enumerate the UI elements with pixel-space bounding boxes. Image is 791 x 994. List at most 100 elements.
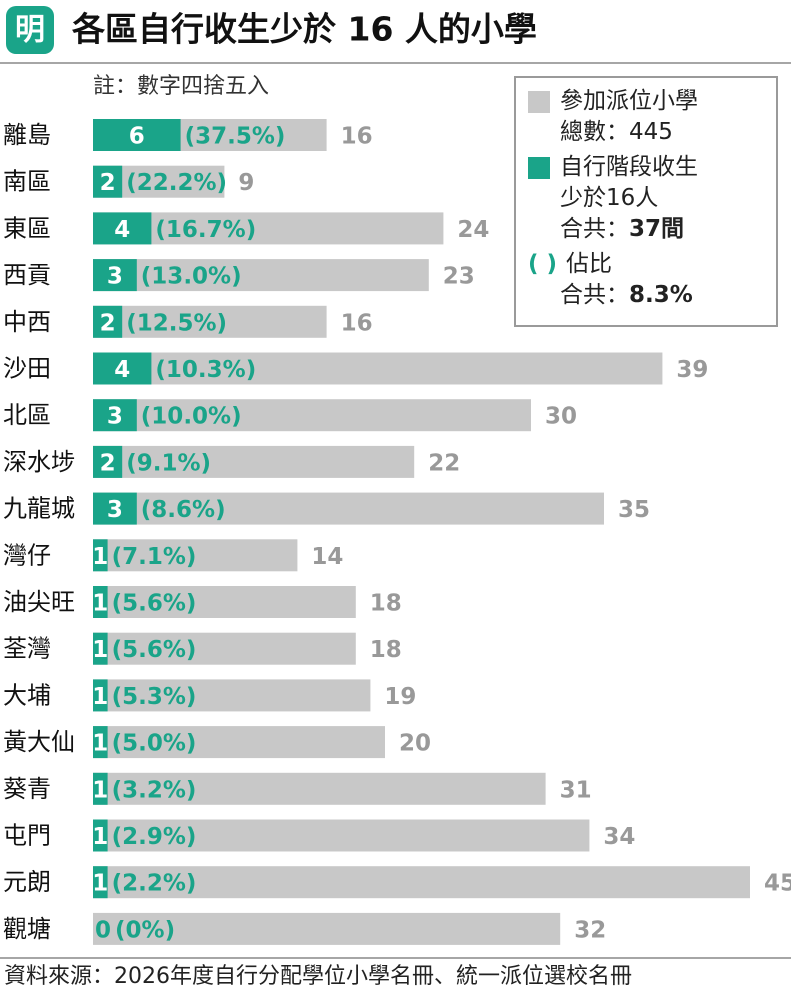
share-label: (0%) <box>115 917 175 943</box>
category-label: 大埔 <box>3 681 51 709</box>
bar <box>93 866 750 899</box>
bar <box>93 679 371 712</box>
share-label: (3.2%) <box>112 777 197 803</box>
count-label: 4 <box>114 217 130 243</box>
share-label: (16.7%) <box>155 217 256 243</box>
bar <box>93 399 137 432</box>
bar <box>93 445 415 478</box>
count-label: 1 <box>92 684 108 710</box>
category-label: 東區 <box>3 214 51 242</box>
share-label: (2.2%) <box>112 871 197 897</box>
count-label: 3 <box>107 264 123 290</box>
category-label: 灣仔 <box>3 541 51 569</box>
category-label: 屯門 <box>3 822 51 850</box>
count-label: 6 <box>129 124 145 150</box>
total-label: 32 <box>574 917 606 943</box>
legend-total: 合共：8.3% <box>528 280 764 311</box>
total-label: 30 <box>545 404 577 430</box>
category-label: 觀塘 <box>3 915 51 943</box>
count-label: 1 <box>92 871 108 897</box>
bar <box>93 305 123 338</box>
total-label: 20 <box>399 731 431 757</box>
legend-total: 合共：37間 <box>560 214 764 245</box>
legend-text: 合共： <box>560 282 629 308</box>
bar <box>93 726 385 759</box>
category-label: 中西 <box>3 308 51 336</box>
category-label: 九龍城 <box>3 495 75 523</box>
bar <box>93 492 604 525</box>
legend-value: 445 <box>629 119 673 145</box>
chart-title: 各區自行收生少於 16 人的小學 <box>71 10 537 49</box>
legend-text: 總數： <box>560 119 629 145</box>
bar <box>93 912 561 945</box>
bar <box>93 539 108 572</box>
bar <box>93 586 356 618</box>
count-label: 1 <box>92 637 108 663</box>
share-label: (5.0%) <box>112 731 197 757</box>
legend-symbol: ( ) <box>528 251 558 277</box>
source: 資料來源：2026年度自行分配學位小學名冊、統一派位選校名冊 <box>4 964 632 989</box>
bar <box>93 819 108 852</box>
share-label: (13.0%) <box>141 264 242 290</box>
total-label: 35 <box>618 497 650 523</box>
bar <box>93 492 137 525</box>
legend-label: 參加派位小學 <box>560 88 698 114</box>
note: 註：數字四捨五入 <box>93 74 269 99</box>
total-label: 22 <box>428 450 460 476</box>
bar <box>93 772 546 805</box>
bar <box>93 165 123 198</box>
count-label: 1 <box>92 777 108 803</box>
total-label: 31 <box>560 777 592 803</box>
category-label: 北區 <box>3 401 51 429</box>
legend-total: 總數：445 <box>560 117 764 148</box>
bar <box>93 679 108 712</box>
total-label: 19 <box>384 684 416 710</box>
category-label: 葵青 <box>3 775 51 803</box>
category-label: 沙田 <box>3 355 51 383</box>
count-label: 3 <box>107 404 123 430</box>
share-label: (10.3%) <box>155 357 256 383</box>
category-label: 黃大仙 <box>3 728 75 756</box>
count-label: 1 <box>92 591 108 617</box>
count-label: 4 <box>114 357 130 383</box>
bar <box>93 819 590 852</box>
total-label: 34 <box>603 824 635 850</box>
share-label: (9.1%) <box>126 450 211 476</box>
bar <box>93 772 108 805</box>
bar <box>93 586 108 618</box>
bar <box>93 726 108 759</box>
bar <box>93 866 108 899</box>
legend-text: 合共： <box>560 216 629 242</box>
legend: 參加派位小學 總數：445 自行階段收生少於16人 合共：37間 ( ) 佔比 合… <box>514 76 778 327</box>
legend-item: ( ) 佔比 合共：8.3% <box>528 249 764 311</box>
share-label: (22.2%) <box>126 170 227 196</box>
count-label: 2 <box>100 310 116 336</box>
logo: 明 <box>15 13 45 48</box>
total-label: 16 <box>341 124 373 150</box>
bar <box>93 632 356 665</box>
total-label: 18 <box>370 637 402 663</box>
legend-swatch <box>528 157 550 179</box>
share-label: (37.5%) <box>185 124 286 150</box>
legend-value: 8.3% <box>629 282 693 308</box>
bar <box>93 305 327 338</box>
legend-item: 參加派位小學 總數：445 <box>528 86 764 148</box>
count-label: 0 <box>95 917 111 943</box>
share-label: (2.9%) <box>112 824 197 850</box>
total-label: 39 <box>676 357 708 383</box>
bar <box>93 212 152 245</box>
share-label: (5.3%) <box>112 684 197 710</box>
total-label: 24 <box>457 217 489 243</box>
count-label: 2 <box>100 170 116 196</box>
total-label: 23 <box>443 264 475 290</box>
share-label: (10.0%) <box>141 404 242 430</box>
total-label: 45 <box>764 871 791 897</box>
category-label: 離島 <box>3 121 51 149</box>
share-label: (12.5%) <box>126 310 227 336</box>
share-label: (7.1%) <box>112 544 197 570</box>
bar <box>93 352 152 385</box>
share-label: (8.6%) <box>141 497 226 523</box>
category-label: 深水埗 <box>3 448 75 476</box>
